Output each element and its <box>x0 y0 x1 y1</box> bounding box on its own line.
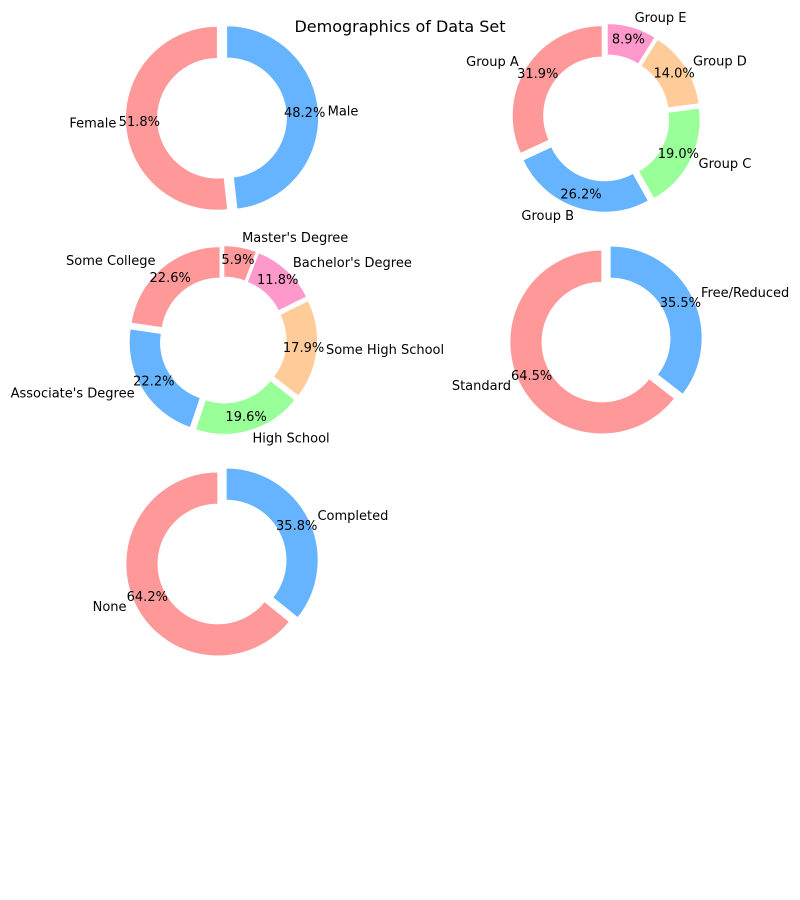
percent-label-high-school: 19.6% <box>225 410 266 425</box>
category-label-none: None <box>93 600 127 615</box>
percent-label-male: 48.2% <box>284 106 325 121</box>
percent-label-group-a: 31.9% <box>517 67 558 82</box>
slice-none <box>125 471 291 657</box>
category-label-high-school: High School <box>252 432 329 447</box>
figure-title: Demographics of Data Set <box>294 17 505 36</box>
percent-label-bachelor-s-degree: 11.8% <box>257 273 298 288</box>
percent-label-none: 64.2% <box>127 590 168 605</box>
category-label-group-a: Group A <box>466 55 519 70</box>
percent-label-completed: 35.8% <box>276 519 317 534</box>
slice-free-reduced <box>609 245 703 396</box>
slice-group-b <box>522 146 650 213</box>
slice-group-a <box>511 25 603 155</box>
percent-label-female: 51.8% <box>119 115 160 130</box>
slice-associate-s-degree <box>128 328 202 429</box>
category-label-some-college: Some College <box>66 254 156 269</box>
slice-bachelor-s-degree <box>246 252 308 312</box>
category-label-group-d: Group D <box>693 54 747 69</box>
percent-label-master-s-degree: 5.9% <box>221 253 254 268</box>
category-label-group-e: Group E <box>635 11 687 26</box>
category-label-group-c: Group C <box>699 157 752 172</box>
donut-chart-3: 22.6% Some College 22.2%Associate's Degree… <box>11 231 445 447</box>
donut-chart-2: 31.9%Group A 26.2% Group B 19.0%Group C 14.0… <box>466 11 751 224</box>
category-label-master-s-degree: Master's Degree <box>242 231 348 246</box>
slice-some-high-school <box>272 299 318 397</box>
percent-label-group-d: 14.0% <box>653 67 694 82</box>
donut-chart-4: 64.5%Standard 35.5%Free/Reduced <box>452 245 789 435</box>
donut-chart-1: 51.8%Female 48.2% Male <box>69 25 359 211</box>
category-label-free-reduced: Free/Reduced <box>701 286 789 301</box>
percent-label-group-c: 19.0% <box>658 147 699 162</box>
category-label-male: Male <box>328 105 359 120</box>
category-label-female: Female <box>69 116 116 131</box>
category-label-standard: Standard <box>452 379 511 394</box>
percent-label-free-reduced: 35.5% <box>660 296 701 311</box>
category-label-some-high-school: Some High School <box>326 343 444 358</box>
slice-master-s-degree <box>223 245 258 282</box>
percent-label-standard: 64.5% <box>511 369 552 384</box>
category-label-associate-s-degree: Associate's Degree <box>11 386 135 401</box>
percent-label-associate-s-degree: 22.2% <box>133 375 174 390</box>
category-label-group-b: Group B <box>521 209 574 224</box>
percent-label-group-e: 8.9% <box>612 33 645 48</box>
slice-some-college <box>130 246 221 329</box>
slice-group-c <box>637 107 701 200</box>
percent-label-some-college: 22.6% <box>150 271 191 286</box>
slice-completed <box>225 467 319 619</box>
slice-female <box>124 25 229 211</box>
slice-group-e <box>606 23 656 65</box>
category-label-bachelor-s-degree: Bachelor's Degree <box>293 256 412 271</box>
slice-male <box>226 25 320 210</box>
percent-label-some-high-school: 17.9% <box>283 341 324 356</box>
slice-high-school <box>194 379 296 435</box>
slice-standard <box>509 249 676 435</box>
slice-group-d <box>640 38 700 109</box>
donut-charts: 51.8%Female 48.2% Male 31.9%Group A 26.2% Gro… <box>11 11 789 657</box>
category-label-completed: Completed <box>317 509 388 524</box>
donut-chart-5: 64.2%None 35.8%Completed <box>93 467 388 657</box>
percent-label-group-b: 26.2% <box>560 188 601 203</box>
